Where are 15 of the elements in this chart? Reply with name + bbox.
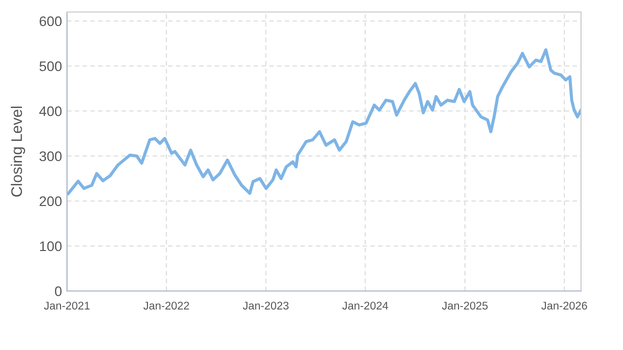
y-axis-title: Closing Level (10, 106, 26, 197)
y-tick-label: 0 (54, 286, 62, 296)
x-tick-label: Jan-2026 (541, 302, 588, 310)
y-tick-label: 400 (39, 106, 62, 116)
y-tick-label: 600 (40, 16, 62, 26)
y-tick-label: 500 (40, 61, 62, 72)
x-tick-label: Jan-2021 (44, 302, 90, 310)
y-tick-label: 100 (40, 241, 62, 252)
x-tick-label: Jan-2022 (143, 302, 190, 310)
x-tick-label: Jan-2023 (242, 302, 289, 310)
x-tick-label: Jan-2025 (442, 302, 488, 310)
line-series (67, 48, 581, 196)
x-tick-label: Jan-2024 (342, 302, 388, 310)
y-tick-label: 200 (40, 196, 62, 206)
y-tick-label: 300 (40, 151, 62, 162)
